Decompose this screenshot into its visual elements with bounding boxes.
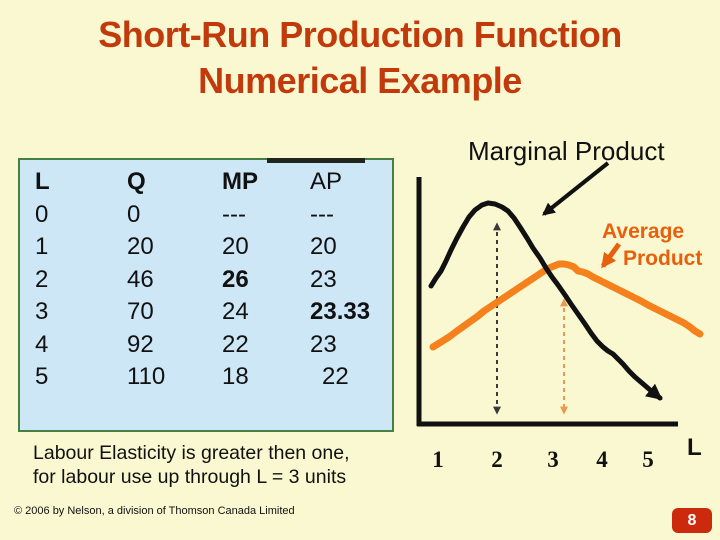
table-cell: 0 <box>35 200 49 228</box>
title-line1: Short-Run Production Function <box>98 14 622 55</box>
average-product-label: Average Product <box>602 218 702 272</box>
page-number-badge: 8 <box>672 508 712 533</box>
slide-title: Short-Run Production Function Numerical … <box>0 12 720 104</box>
table-cell: 23 <box>310 330 337 358</box>
table-cell: --- <box>310 200 334 228</box>
elasticity-note-line2: for labour use up through L = 3 units <box>33 466 347 488</box>
x-tick-label: 1 <box>432 447 444 472</box>
column-header: MP <box>222 168 258 195</box>
table-cell: --- <box>222 200 246 228</box>
x-tick-label: 5 <box>642 447 654 472</box>
table-cell: 46 <box>127 265 154 293</box>
average-product-line1: Average <box>602 220 685 243</box>
elasticity-note: Labour Elasticity is greater then one, f… <box>33 441 350 489</box>
marginal-product-pointer-arrow <box>541 161 610 216</box>
average-product-line2: Product <box>623 247 703 270</box>
table-row: 1 20 20 20 <box>35 231 392 264</box>
x-tick-label: 3 <box>547 447 559 472</box>
copyright-text: © 2006 by Nelson, a division of Thomson … <box>14 505 295 517</box>
table-cell: 24 <box>222 298 249 325</box>
x-axis-label: L <box>687 434 702 461</box>
table-row: 4 92 22 23 <box>35 329 392 362</box>
table-cell: 20 <box>127 233 154 260</box>
table-row: 0 0 --- --- <box>35 199 392 232</box>
x-tick-label: 2 <box>491 447 503 472</box>
table-cell: 20 <box>310 233 337 260</box>
table-cell: 22 <box>322 363 349 390</box>
table-grid: L Q MP AP 0 0 --- --- 1 20 20 20 2 46 26 23 3 70 24 23.33 4… <box>20 160 392 394</box>
table-row: 5 110 18 22 <box>35 361 392 394</box>
column-header: L <box>35 168 50 195</box>
table-cell: 2 <box>35 265 49 293</box>
table-cell: 70 <box>127 298 154 325</box>
table-cell: 26 <box>222 265 249 293</box>
production-table: L Q MP AP 0 0 --- --- 1 20 20 20 2 46 26 23 3 70 24 23.33 4… <box>18 158 394 432</box>
table-cell: 3 <box>35 298 49 325</box>
table-cell: 22 <box>222 330 249 358</box>
table-row: 3 70 24 23.33 <box>35 296 392 329</box>
title-line2: Numerical Example <box>198 60 522 101</box>
table-body: 0 0 --- --- 1 20 20 20 2 46 26 23 3 70 24 23.33 4 92 22 23 5… <box>35 199 392 394</box>
table-header-row: L Q MP AP <box>35 166 392 199</box>
table-cell: 20 <box>222 233 249 260</box>
marginal-product-label: Marginal Product <box>468 136 665 166</box>
table-row: 2 46 26 23 <box>35 264 392 297</box>
table-cell: 1 <box>35 233 49 260</box>
table-top-strip <box>267 158 365 163</box>
average-product-curve <box>429 260 704 351</box>
table-cell: 18 <box>222 363 249 390</box>
table-cell: 92 <box>127 330 154 358</box>
table-cell: 4 <box>35 330 49 358</box>
elasticity-note-line1: Labour Elasticity is greater then one, <box>33 442 350 464</box>
table-cell: 0 <box>127 200 141 228</box>
table-cell: 5 <box>35 363 49 390</box>
column-header: AP <box>310 168 343 195</box>
column-header: Q <box>127 168 146 195</box>
table-cell: 110 <box>127 363 166 390</box>
table-cell: 23 <box>310 265 337 293</box>
table-cell: 23.33 <box>310 298 371 325</box>
x-tick-label: 4 <box>596 447 608 472</box>
